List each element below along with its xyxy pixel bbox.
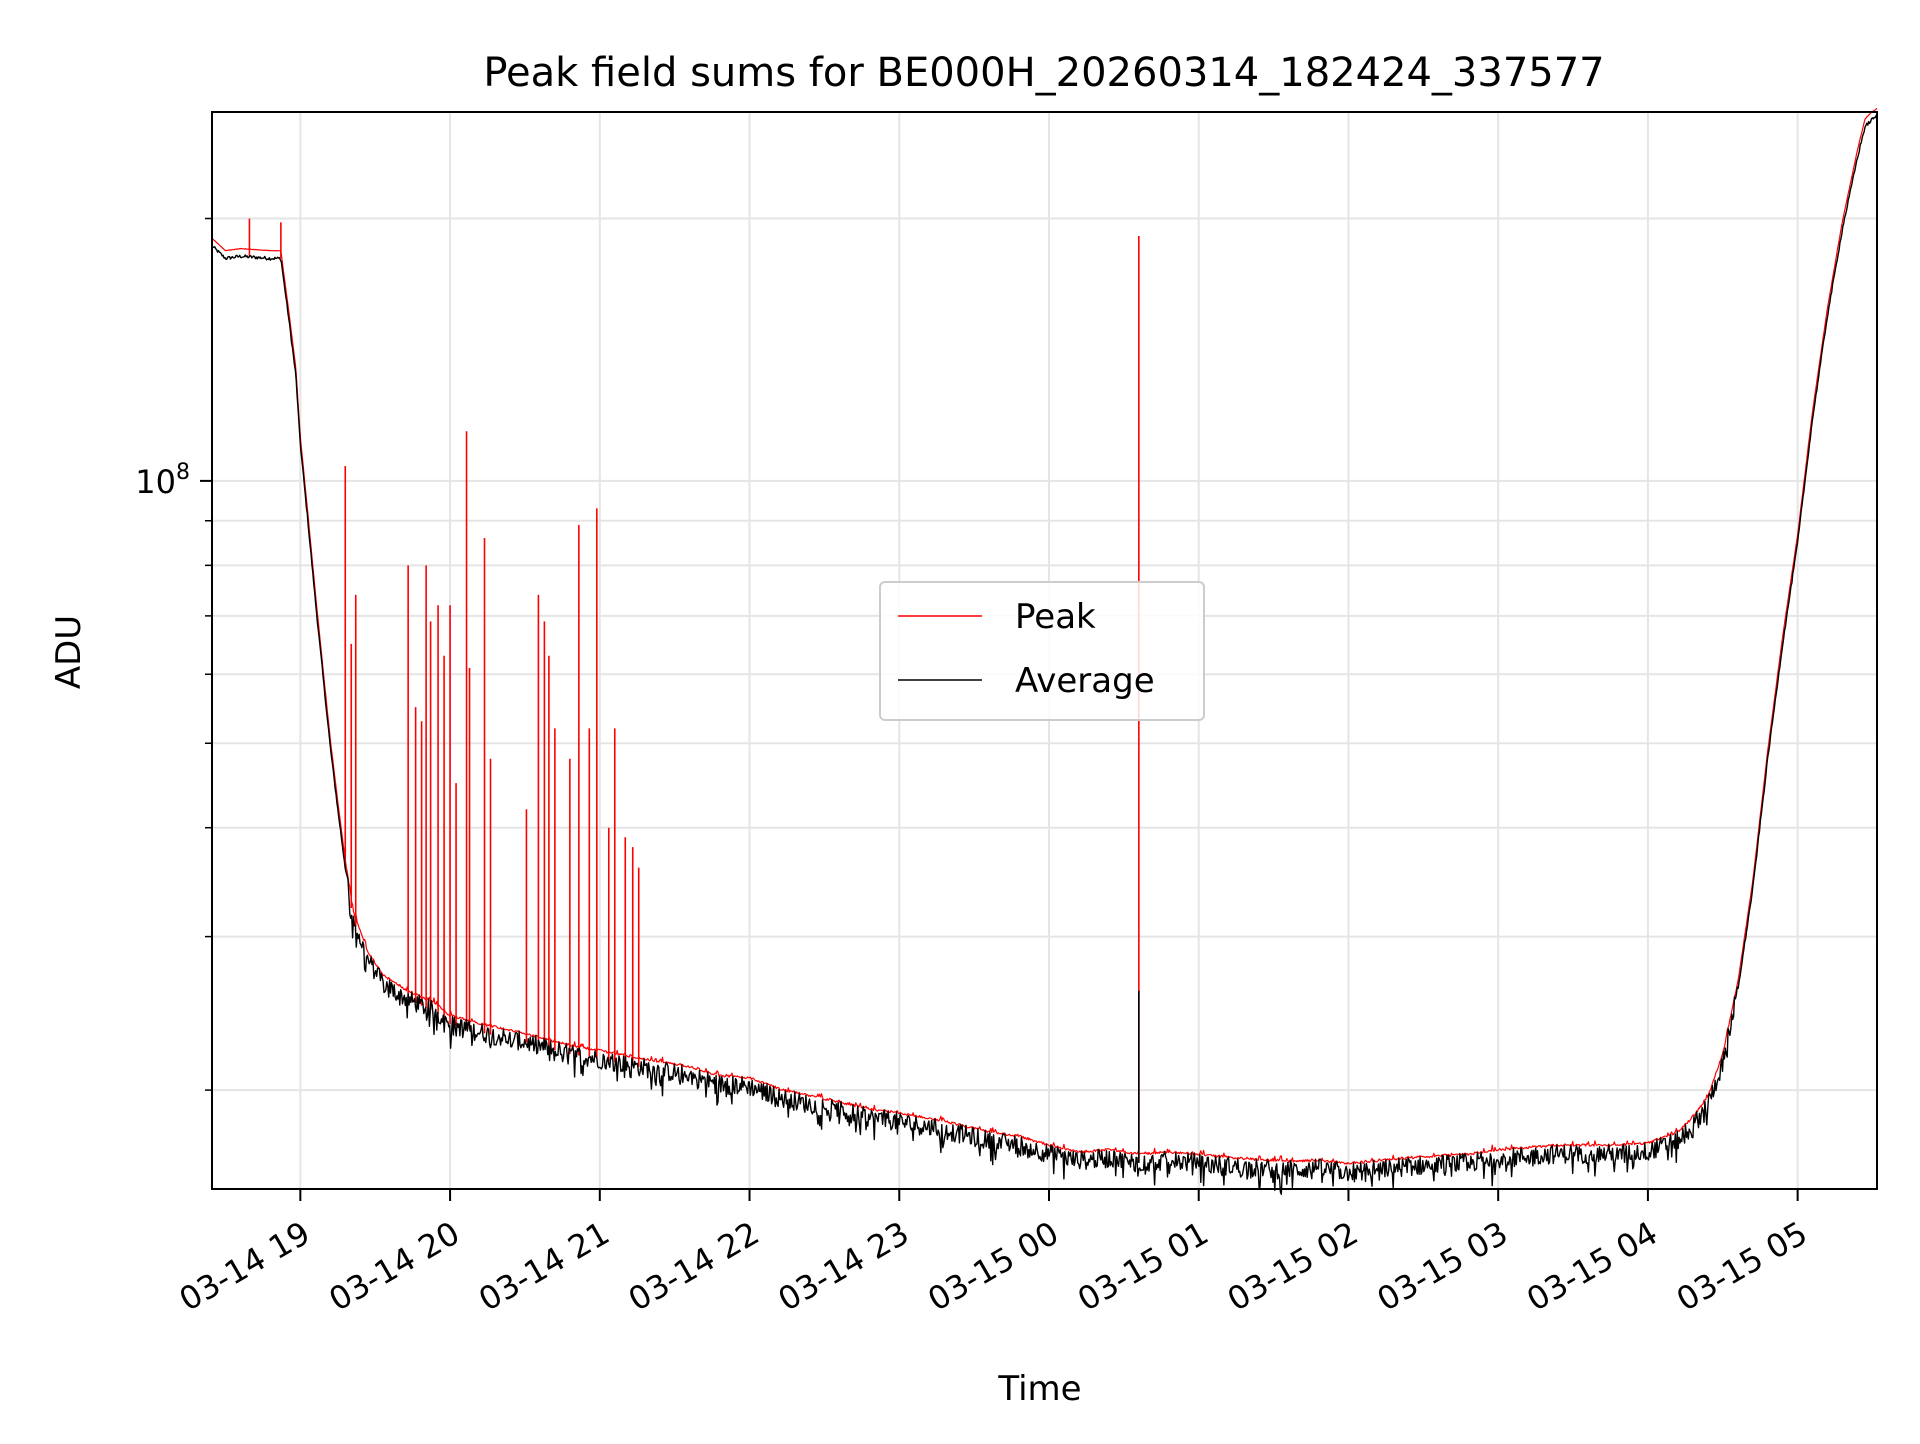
legend-average-label: Average (1015, 661, 1155, 701)
plot-series (211, 107, 1878, 1196)
y-axis-ticks: 108 (135, 217, 212, 1091)
legend-peak-label: Peak (1015, 597, 1096, 637)
peak-series-line (211, 107, 1878, 1165)
peak-spikes (248, 218, 1140, 1163)
legend: Peak Average (879, 581, 1205, 721)
grid (212, 112, 1877, 1189)
plot-frame (211, 111, 1878, 1190)
chart-title: Peak field sums for BE000H_20260314_1824… (483, 50, 1604, 96)
y-axis-label: ADU (49, 615, 89, 689)
average-series-line (211, 114, 1878, 1196)
x-axis-label: Time (997, 1369, 1081, 1409)
y-tick-label: 108 (135, 460, 190, 501)
